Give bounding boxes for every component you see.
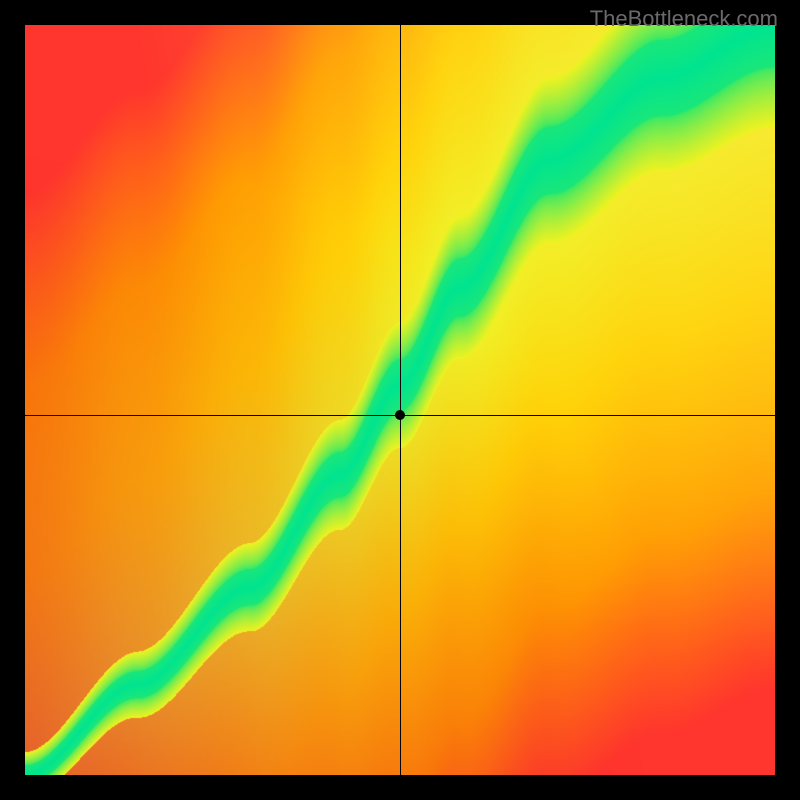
crosshair-marker xyxy=(395,410,405,420)
crosshair-vertical xyxy=(400,25,401,775)
watermark-text: TheBottleneck.com xyxy=(590,6,778,32)
plot-area xyxy=(25,25,775,775)
